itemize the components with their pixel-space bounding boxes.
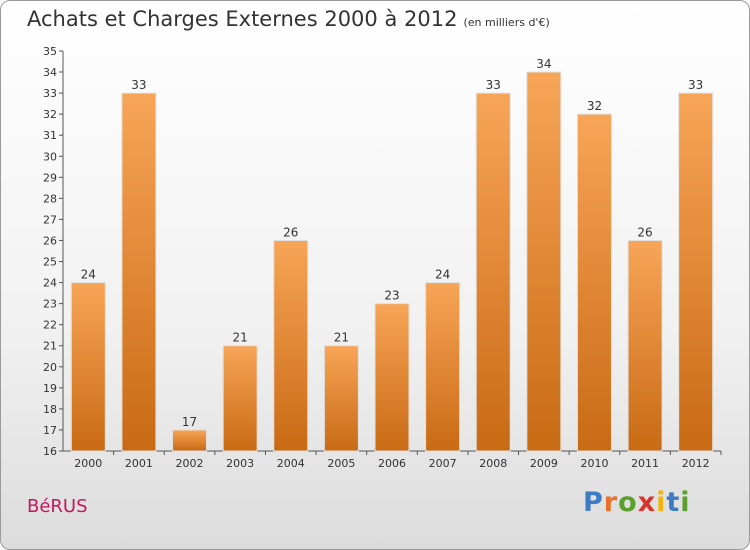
- value-label: 33: [688, 78, 703, 92]
- logo-letter: r: [603, 487, 619, 518]
- x-tick-label: 2001: [125, 457, 153, 470]
- value-label: 26: [283, 225, 298, 239]
- bar-2012: [678, 92, 714, 452]
- bar-2011: [627, 239, 663, 452]
- x-tick-label: 2008: [479, 457, 507, 470]
- y-tick-label: 30: [43, 150, 57, 163]
- y-tick-labels: 16 17 18 19 20 21 22 23 24 25 26 27 28 29 30 31 32 33 34 35: [43, 45, 57, 458]
- y-tick-label: 22: [43, 319, 57, 332]
- x-tick-label: 2012: [682, 457, 710, 470]
- y-tick-label: 18: [43, 403, 57, 416]
- y-tick-label: 29: [43, 171, 57, 184]
- chart-title: Achats et Charges Externes 2000 à 2012 (e…: [27, 7, 550, 31]
- value-label: 21: [334, 331, 349, 345]
- chart-bars: [70, 71, 714, 452]
- value-label: 17: [182, 415, 197, 429]
- x-tick-label: 2000: [74, 457, 102, 470]
- value-label: 32: [587, 99, 602, 113]
- bar-2007: [425, 282, 461, 452]
- value-label: 21: [233, 331, 248, 345]
- bar-2004: [273, 239, 309, 452]
- bar-2008: [475, 92, 511, 452]
- y-tick-label: 33: [43, 87, 57, 100]
- value-label: 24: [81, 268, 96, 282]
- y-tick-label: 31: [43, 129, 57, 142]
- y-tick-label: 21: [43, 340, 57, 353]
- value-label: 33: [131, 78, 146, 92]
- y-tick-label: 16: [43, 445, 57, 458]
- chart-unit: (en milliers d'€): [463, 16, 550, 29]
- logo-letter: o: [618, 487, 638, 518]
- y-tick-label: 26: [43, 234, 57, 247]
- value-label: 26: [637, 225, 652, 239]
- chart-title-text: Achats et Charges Externes 2000 à 2012: [27, 7, 458, 31]
- logo-letter: t: [666, 487, 681, 518]
- x-tick-label: 2006: [378, 457, 406, 470]
- value-labels: 24 33 17 21 26 21 23 24 33 34 32 26 33: [81, 57, 704, 429]
- x-tick-label: 2004: [277, 457, 305, 470]
- x-tick-label: 2002: [176, 457, 204, 470]
- y-tick-label: 19: [43, 382, 57, 395]
- proxiti-logo[interactable]: Proxiti: [583, 487, 691, 518]
- y-tick-label: 34: [43, 66, 57, 79]
- logo-letter: i: [656, 487, 667, 518]
- y-tick-label: 20: [43, 361, 57, 374]
- value-label: 33: [486, 78, 501, 92]
- x-tick-label: 2005: [327, 457, 355, 470]
- value-label: 34: [536, 57, 551, 71]
- value-label: 24: [435, 268, 450, 282]
- x-tick-label: 2011: [631, 457, 659, 470]
- value-label: 23: [384, 289, 399, 303]
- bar-2002: [172, 429, 208, 452]
- logo-letter: i: [680, 487, 691, 518]
- y-tick-label: 24: [43, 277, 57, 290]
- x-tick-label: 2009: [530, 457, 558, 470]
- x-tick-label: 2003: [226, 457, 254, 470]
- y-tick-label: 35: [43, 45, 57, 58]
- y-tick-label: 32: [43, 108, 57, 121]
- logo-letter: x: [637, 487, 657, 518]
- logo-letter: P: [583, 487, 604, 518]
- bar-2010: [576, 113, 612, 452]
- x-tick-labels: 2000 2001 2002 2003 2004 2005 2006 2007 2008 2009…: [74, 457, 709, 470]
- bar-2005: [323, 345, 359, 452]
- y-tick-label: 27: [43, 213, 57, 226]
- bar-2001: [121, 92, 157, 452]
- bar-2000: [70, 282, 106, 452]
- bar-2006: [374, 303, 410, 452]
- bar-2009: [526, 71, 562, 452]
- x-tick-label: 2007: [429, 457, 457, 470]
- commune-name: BéRUS: [27, 496, 88, 517]
- y-tick-label: 25: [43, 256, 57, 269]
- y-tick-label: 28: [43, 192, 57, 205]
- y-tick-label: 23: [43, 298, 57, 311]
- bar-2003: [222, 345, 258, 452]
- x-tick-label: 2010: [580, 457, 608, 470]
- y-tick-label: 17: [43, 424, 57, 437]
